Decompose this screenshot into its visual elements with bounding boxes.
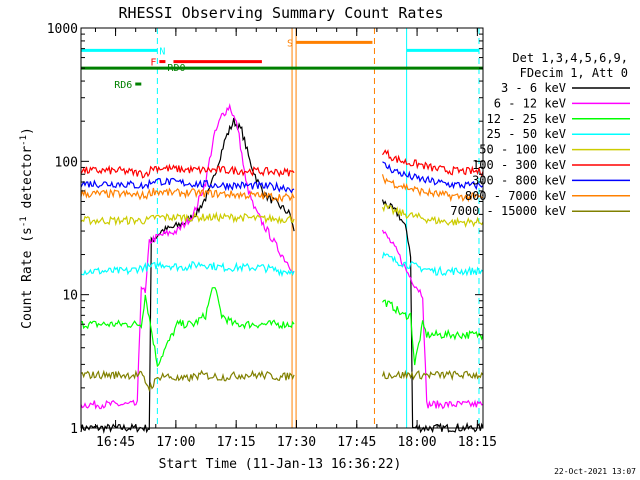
y-tick-label-0: 1 — [70, 422, 78, 437]
legend-label-1: 6 - 12 keV — [494, 96, 566, 110]
x-tick-label-2: 17:15 — [217, 435, 256, 450]
flag-label-n: N — [159, 46, 165, 57]
flag-label-rd6: RD6 — [114, 80, 132, 91]
series-line-2-0 — [80, 287, 295, 368]
y-axis-label: Count Rate (s-1 detector-1) — [19, 127, 35, 329]
series-line-1-1 — [381, 229, 484, 410]
series-line-7-1 — [381, 174, 484, 203]
series-line-2-1 — [382, 299, 484, 366]
y-tick-label-3: 1000 — [47, 22, 78, 37]
legend-label-2: 12 - 25 keV — [487, 112, 566, 126]
series-line-8-0 — [80, 369, 295, 393]
axes: 1 10 100 1000 16:45 17:00 17:15 17:30 17:45 18:00… — [47, 22, 497, 450]
y-axis-label-mid: detector — [20, 146, 35, 217]
flag-label-f: F — [150, 58, 156, 69]
series-line-3-0 — [80, 260, 295, 278]
series-line-3-1 — [381, 251, 484, 277]
plot-frame — [80, 27, 484, 429]
series-line-5-0 — [80, 163, 295, 179]
y-axis-label-sup2: -1 — [19, 135, 29, 146]
series-line-6-0 — [80, 177, 295, 194]
series-line-8-1 — [381, 369, 484, 381]
y-axis-label-sup1: -1 — [19, 216, 29, 227]
series-line-4-1 — [381, 203, 484, 228]
series-line-6-1 — [382, 161, 484, 191]
chart-title: RHESSI Observing Summary Count Rates — [118, 4, 443, 22]
legend-label-8: 7000 - 15000 keV — [450, 204, 566, 218]
flag-label-s: S — [287, 38, 293, 49]
legend-label-4: 50 - 100 keV — [479, 143, 566, 157]
x-axis-label: Start Time (11-Jan-13 16:36:22) — [159, 457, 402, 472]
y-axis-label-main: Count Rate (s — [20, 227, 35, 329]
y-tick-label-2: 100 — [55, 155, 78, 170]
x-tick-label-0: 16:45 — [96, 435, 135, 450]
x-tick-label-4: 17:45 — [337, 435, 376, 450]
legend-label-5: 100 - 300 keV — [472, 158, 566, 172]
generation-timestamp: 22-Oct-2021 13:07 — [554, 467, 636, 476]
flag-label-rd0: RD0 — [167, 63, 185, 74]
legend-label-0: 3 - 6 keV — [501, 81, 566, 95]
series-line-0-1 — [381, 199, 484, 434]
y-tick-label-1: 10 — [62, 289, 78, 304]
x-tick-label-6: 18:15 — [458, 435, 497, 450]
x-tick-label-5: 18:00 — [398, 435, 437, 450]
legend-label-3: 25 - 50 keV — [487, 127, 566, 141]
legend-label-6: 300 - 800 keV — [472, 173, 566, 187]
legend-header-line-2: FDecim 1, Att 0 — [520, 66, 628, 80]
legend-label-7: 800 - 7000 keV — [465, 189, 566, 203]
y-axis-label-end: ) — [20, 127, 35, 135]
legend-header-line-1: Det 1,3,4,5,6,9, — [512, 51, 628, 65]
series-line-5-1 — [382, 149, 484, 177]
x-tick-label-3: 17:30 — [277, 435, 316, 450]
plot-area: N S F RD0 RD6 — [80, 28, 484, 434]
series-line-4-0 — [80, 211, 295, 227]
legend: Det 1,3,4,5,6,9, FDecim 1, Att 0 3 - 6 k… — [450, 51, 630, 218]
series-line-1-0 — [80, 103, 295, 410]
series-line-7-0 — [80, 187, 295, 203]
x-tick-label-1: 17:00 — [156, 435, 195, 450]
